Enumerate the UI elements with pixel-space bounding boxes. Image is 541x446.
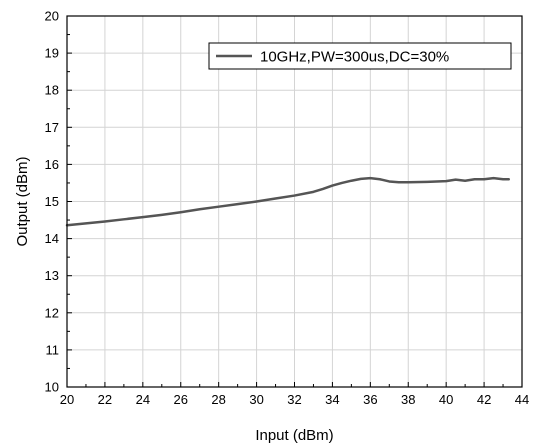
ticks-layer xyxy=(66,15,523,388)
y-tick-label: 14 xyxy=(45,231,59,246)
y-tick-label: 11 xyxy=(46,342,60,357)
y-tick-label: 19 xyxy=(45,46,59,61)
x-tick-label: 22 xyxy=(98,392,112,407)
series-line xyxy=(65,176,510,227)
x-tick-label: 40 xyxy=(439,392,453,407)
x-axis-title: Input (dBm) xyxy=(255,427,333,444)
x-tick-label: 30 xyxy=(249,392,263,407)
legend-label: 10GHz,PW=300us,DC=30% xyxy=(260,49,449,66)
y-tick-label: 17 xyxy=(45,120,59,135)
x-tick-label: 42 xyxy=(477,392,491,407)
y-tick-label: 18 xyxy=(45,83,59,98)
x-tick-label: 28 xyxy=(211,392,225,407)
y-tick-label: 13 xyxy=(45,268,59,283)
x-tick-label: 20 xyxy=(60,392,74,407)
x-tick-label: 32 xyxy=(287,392,301,407)
x-tick-label: 36 xyxy=(363,392,377,407)
x-tick-label: 44 xyxy=(515,392,529,407)
x-tick-label: 38 xyxy=(401,392,415,407)
series-layer xyxy=(65,176,510,227)
tick-labels-layer: 20 22 24 26 28 30 32 34 36 38 40 42 44 10 11 12 13 14 15 16… xyxy=(45,9,530,408)
y-tick-label: 20 xyxy=(45,9,59,24)
legend: 10GHz,PW=300us,DC=30% xyxy=(208,42,512,70)
y-tick-label: 10 xyxy=(45,380,59,395)
y-tick-label: 12 xyxy=(45,305,59,320)
legend-box xyxy=(208,42,512,70)
x-tick-label: 26 xyxy=(174,392,188,407)
x-tick-label: 34 xyxy=(325,392,339,407)
y-axis-title: Output (dBm) xyxy=(14,156,31,246)
x-tick-label: 24 xyxy=(136,392,150,407)
y-tick-label: 16 xyxy=(45,157,59,172)
y-tick-label: 15 xyxy=(45,194,59,209)
